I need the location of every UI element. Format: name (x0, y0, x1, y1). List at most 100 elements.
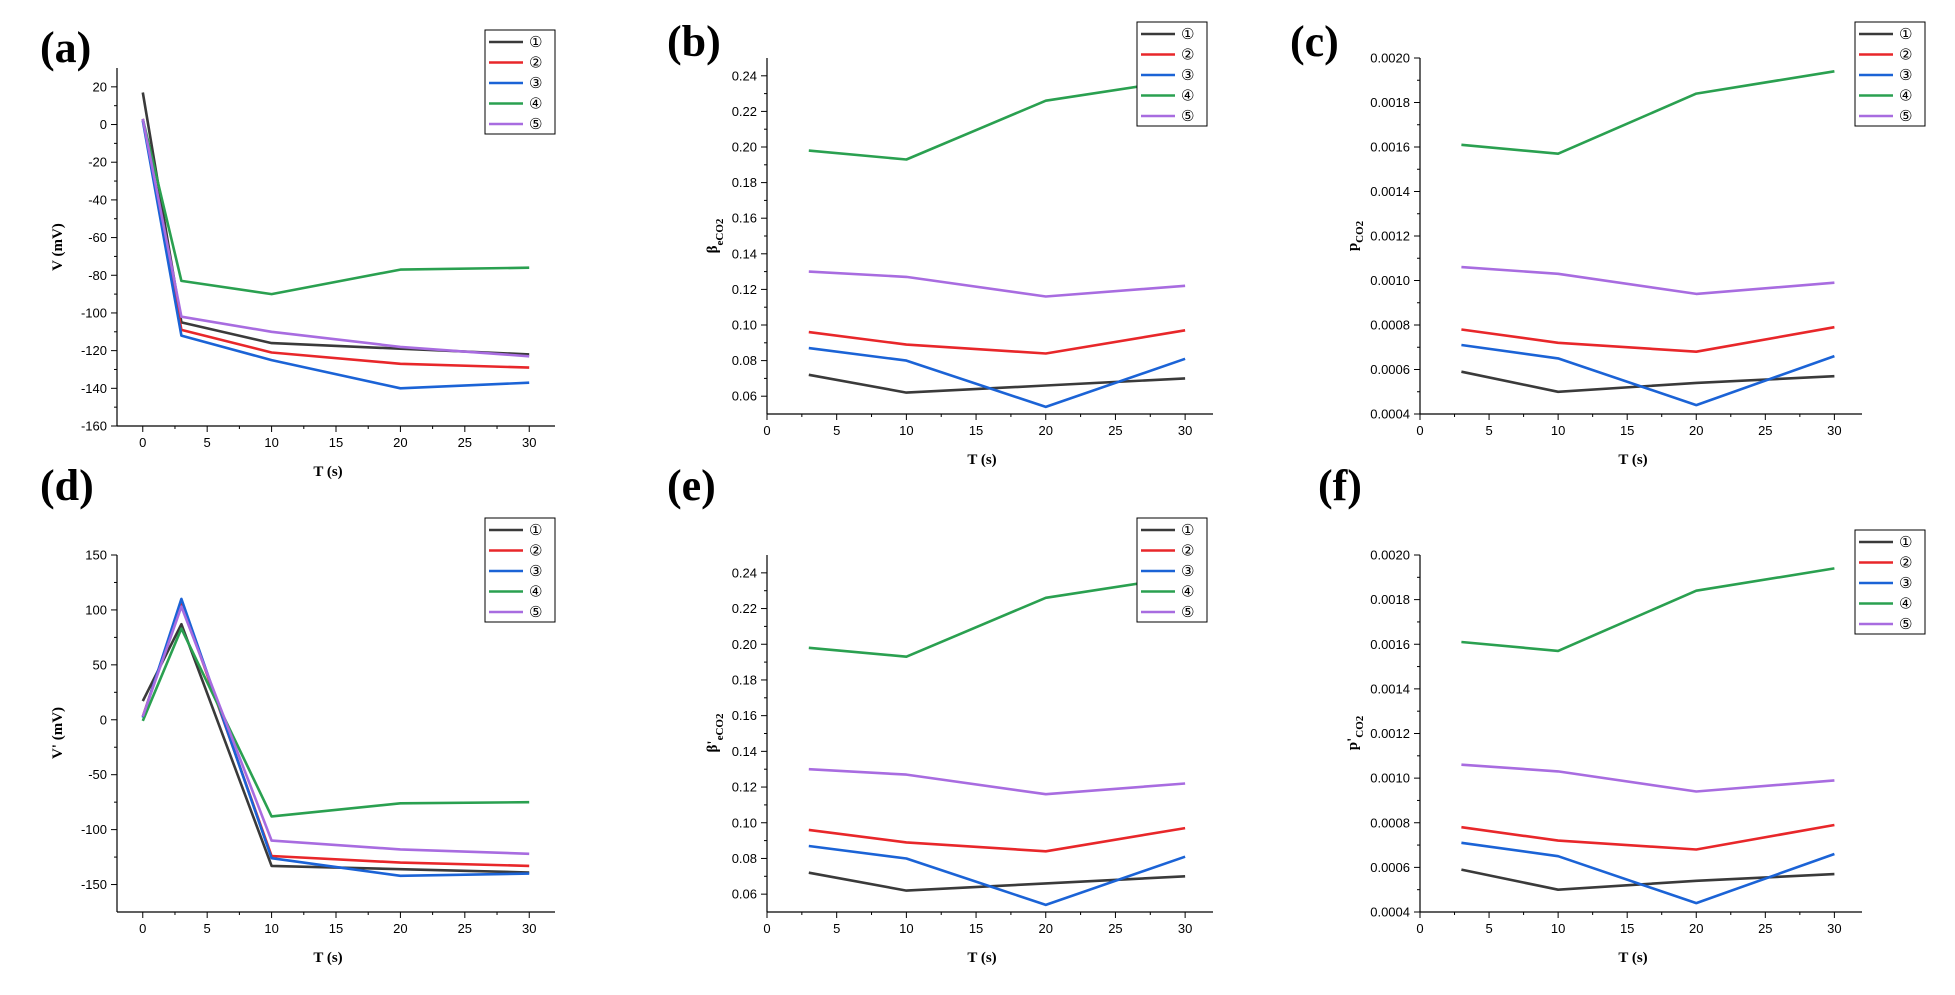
y-tick-label: 0.16 (732, 708, 757, 723)
x-tick-label: 20 (1039, 423, 1053, 438)
x-tick-label: 30 (1827, 921, 1841, 936)
series-line (141, 597, 530, 878)
x-tick-label: 5 (833, 921, 840, 936)
y-axis-title-main: p' (1345, 738, 1361, 751)
y-tick-label: 0.12 (732, 282, 757, 297)
legend-label: ① (1899, 533, 1912, 551)
x-tick-label: 30 (522, 435, 536, 450)
x-tick-label: 0 (1416, 423, 1423, 438)
series-line (808, 329, 1186, 355)
y-tick-label: 0.06 (732, 389, 757, 404)
series-line (1461, 70, 1835, 155)
y-tick-label: 0.06 (732, 887, 757, 902)
y-axis-title: β'eCO2 (705, 713, 726, 752)
legend-label: ④ (1181, 87, 1194, 105)
y-tick-label: 0.10 (732, 318, 757, 333)
y-tick-label: 0.0014 (1370, 681, 1410, 696)
x-tick-label: 20 (1039, 921, 1053, 936)
y-tick-label: 0.0010 (1370, 273, 1410, 288)
x-tick-label: 10 (264, 435, 278, 450)
panel-label: (d) (40, 461, 94, 510)
y-tick-label: 50 (93, 657, 107, 672)
y-tick-label: 0.0006 (1370, 860, 1410, 875)
series-line (141, 120, 530, 390)
x-tick-label: 15 (969, 921, 983, 936)
legend-label: ⑤ (1181, 107, 1194, 125)
series-line (808, 270, 1186, 298)
x-axis-title: T (s) (967, 452, 996, 468)
chart-panel: 0 5 10 15 20 25 30 0.0004 0.0006 0.0008 0.0010 0.00… (1318, 461, 1926, 966)
series-line (808, 78, 1186, 161)
y-tick-label: 0.24 (732, 68, 757, 83)
legend-label: ⑤ (1181, 603, 1194, 621)
x-tick-label: 15 (1620, 921, 1634, 936)
x-tick-label: 20 (393, 435, 407, 450)
y-tick-label: 0.10 (732, 815, 757, 830)
chart-panel: 0 5 10 15 20 25 30 0.06 0.08 0.10 0.12 0.14 0.16 0.18… (667, 17, 1213, 468)
x-tick-label: 30 (522, 921, 536, 936)
y-tick-label: 0.08 (732, 353, 757, 368)
series-line (1461, 343, 1835, 407)
x-tick-label: 25 (1108, 921, 1122, 936)
x-tick-label: 0 (763, 423, 770, 438)
x-tick-label: 25 (1108, 423, 1122, 438)
legend-label: ③ (1899, 66, 1912, 84)
y-tick-label: -160 (81, 419, 107, 434)
panel-label: (a) (40, 23, 91, 72)
y-tick-label: 0 (100, 117, 107, 132)
y-tick-label: 0.0016 (1370, 637, 1410, 652)
y-axis-title: V (mV) (50, 223, 66, 271)
legend-label: ③ (529, 74, 542, 92)
legend-label: ① (1181, 25, 1194, 43)
x-tick-label: 0 (139, 921, 146, 936)
y-tick-label: 0.14 (732, 744, 757, 759)
x-axis-title: T (s) (313, 464, 342, 480)
x-tick-label: 15 (969, 423, 983, 438)
panel-label: (b) (667, 17, 721, 66)
y-tick-label: 0.0006 (1370, 362, 1410, 377)
x-tick-label: 30 (1178, 423, 1192, 438)
x-tick-label: 0 (763, 921, 770, 936)
chart-panel: 0 5 10 15 20 25 30 0.0004 0.0006 0.0008 0.0010 0.00… (1290, 17, 1926, 468)
series-line (808, 767, 1186, 796)
y-tick-label: 20 (93, 79, 107, 94)
y-tick-label: 0.22 (732, 601, 757, 616)
y-tick-label: 0.24 (732, 565, 757, 580)
legend-label: ⑤ (529, 115, 542, 133)
x-tick-label: 0 (139, 435, 146, 450)
x-tick-label: 10 (899, 423, 913, 438)
y-tick-label: 0.0018 (1370, 592, 1410, 607)
series-line (1461, 567, 1835, 653)
legend-label: ③ (1899, 574, 1912, 592)
y-tick-label: 0.0010 (1370, 771, 1410, 786)
legend: ① ② ③ ④ ⑤ (1854, 21, 1926, 127)
y-tick-label: 0.0008 (1370, 318, 1410, 333)
y-tick-label: 0.20 (732, 140, 757, 155)
legend-label: ② (1181, 46, 1194, 64)
y-tick-label: -140 (81, 381, 107, 396)
y-tick-label: 0.0004 (1370, 905, 1410, 920)
x-tick-label: 10 (899, 921, 913, 936)
legend-label: ④ (529, 95, 542, 113)
x-tick-label: 15 (329, 435, 343, 450)
y-axis-title: p'CO2 (1345, 715, 1366, 750)
y-axis-title-main: p (1345, 243, 1361, 251)
x-axis-title: T (s) (313, 950, 342, 966)
legend-label: ③ (529, 562, 542, 580)
legend-label: ① (1899, 25, 1912, 43)
x-tick-label: 5 (204, 921, 211, 936)
series-line (141, 118, 530, 369)
series-line (141, 622, 530, 874)
x-tick-label: 20 (1689, 423, 1703, 438)
x-tick-label: 5 (1485, 423, 1492, 438)
y-tick-label: -120 (81, 343, 107, 358)
y-axis-title-subscript: CO2 (1354, 715, 1366, 738)
series-line (141, 600, 530, 868)
series-line (1461, 265, 1835, 296)
x-tick-label: 15 (329, 921, 343, 936)
y-tick-label: 0.20 (732, 637, 757, 652)
legend-label: ④ (1899, 595, 1912, 613)
y-tick-label: 0.0014 (1370, 184, 1410, 199)
y-axis-title-main: V' (mV) (50, 707, 66, 759)
y-tick-label: -80 (88, 268, 107, 283)
